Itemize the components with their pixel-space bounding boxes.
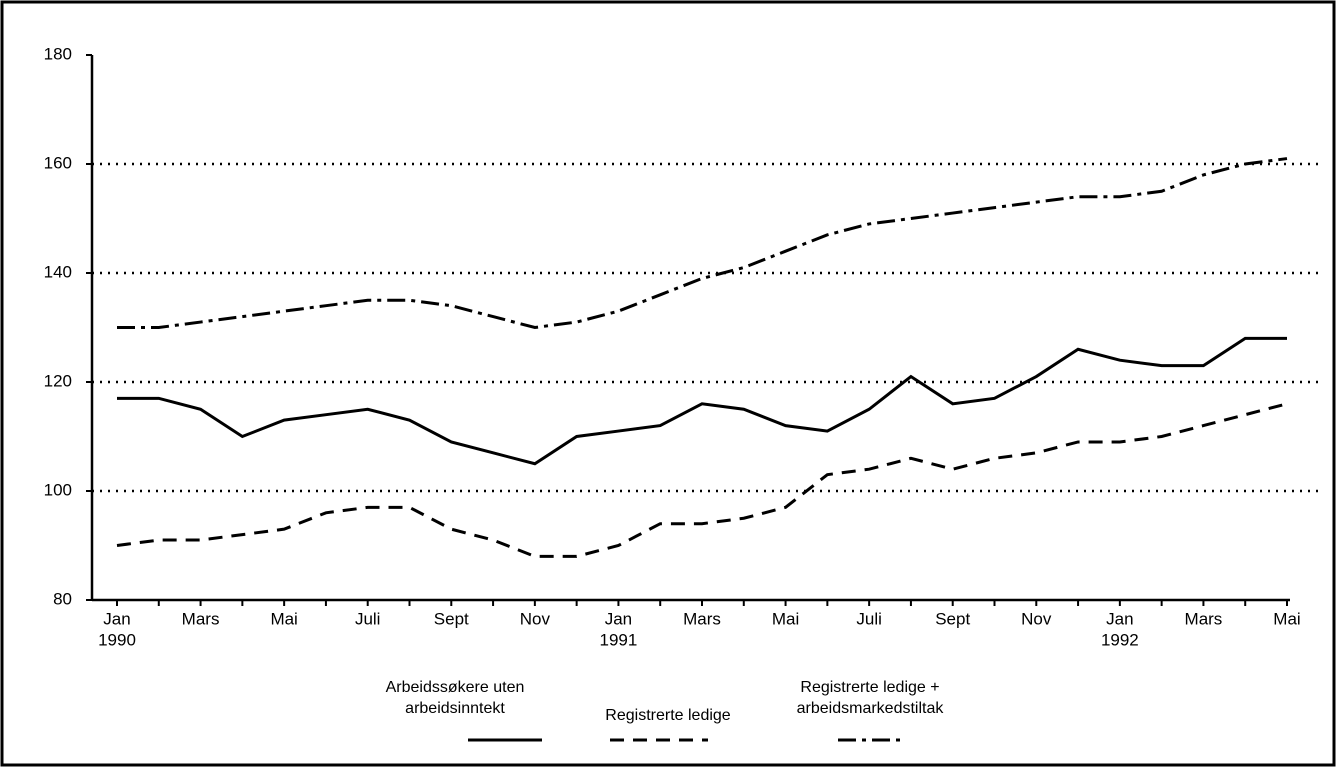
x-tick-label: Mai	[1273, 609, 1300, 628]
y-tick-label: 160	[44, 153, 72, 172]
x-tick-label: Nov	[1021, 609, 1052, 628]
x-tick-label: Jan	[605, 609, 632, 628]
x-tick-label: Juli	[856, 609, 882, 628]
x-tick-label: Mars	[683, 609, 721, 628]
y-tick-label: 180	[44, 44, 72, 63]
x-tick-label: Mai	[772, 609, 799, 628]
series-line	[117, 157, 1288, 330]
legend-label: Registrerte ledige + arbeidsmarkedstilta…	[796, 679, 944, 717]
x-tick-label: Mai	[270, 609, 297, 628]
x-tick-label: Nov	[520, 609, 551, 628]
x-tick-label: Mars	[182, 609, 220, 628]
series-line	[116, 402, 1288, 558]
x-year-label: 1992	[1101, 630, 1139, 649]
x-year-label: 1991	[600, 630, 638, 649]
x-year-label: 1990	[98, 630, 136, 649]
x-tick-label: Jan	[1106, 609, 1133, 628]
y-tick-label: 140	[44, 262, 72, 281]
y-tick-label: 80	[53, 589, 72, 608]
x-tick-label: Juli	[355, 609, 381, 628]
x-tick-label: Mars	[1185, 609, 1223, 628]
legend-label: Arbeidssøkere uten arbeidsinntekt	[385, 679, 525, 717]
y-tick-label: 120	[44, 371, 72, 390]
x-tick-label: Jan	[103, 609, 130, 628]
x-tick-label: Sept	[434, 609, 469, 628]
series-line	[117, 336, 1287, 466]
x-tick-label: Sept	[935, 609, 970, 628]
legend-label: Registrerte ledige	[605, 707, 731, 724]
y-tick-label: 100	[44, 480, 72, 499]
